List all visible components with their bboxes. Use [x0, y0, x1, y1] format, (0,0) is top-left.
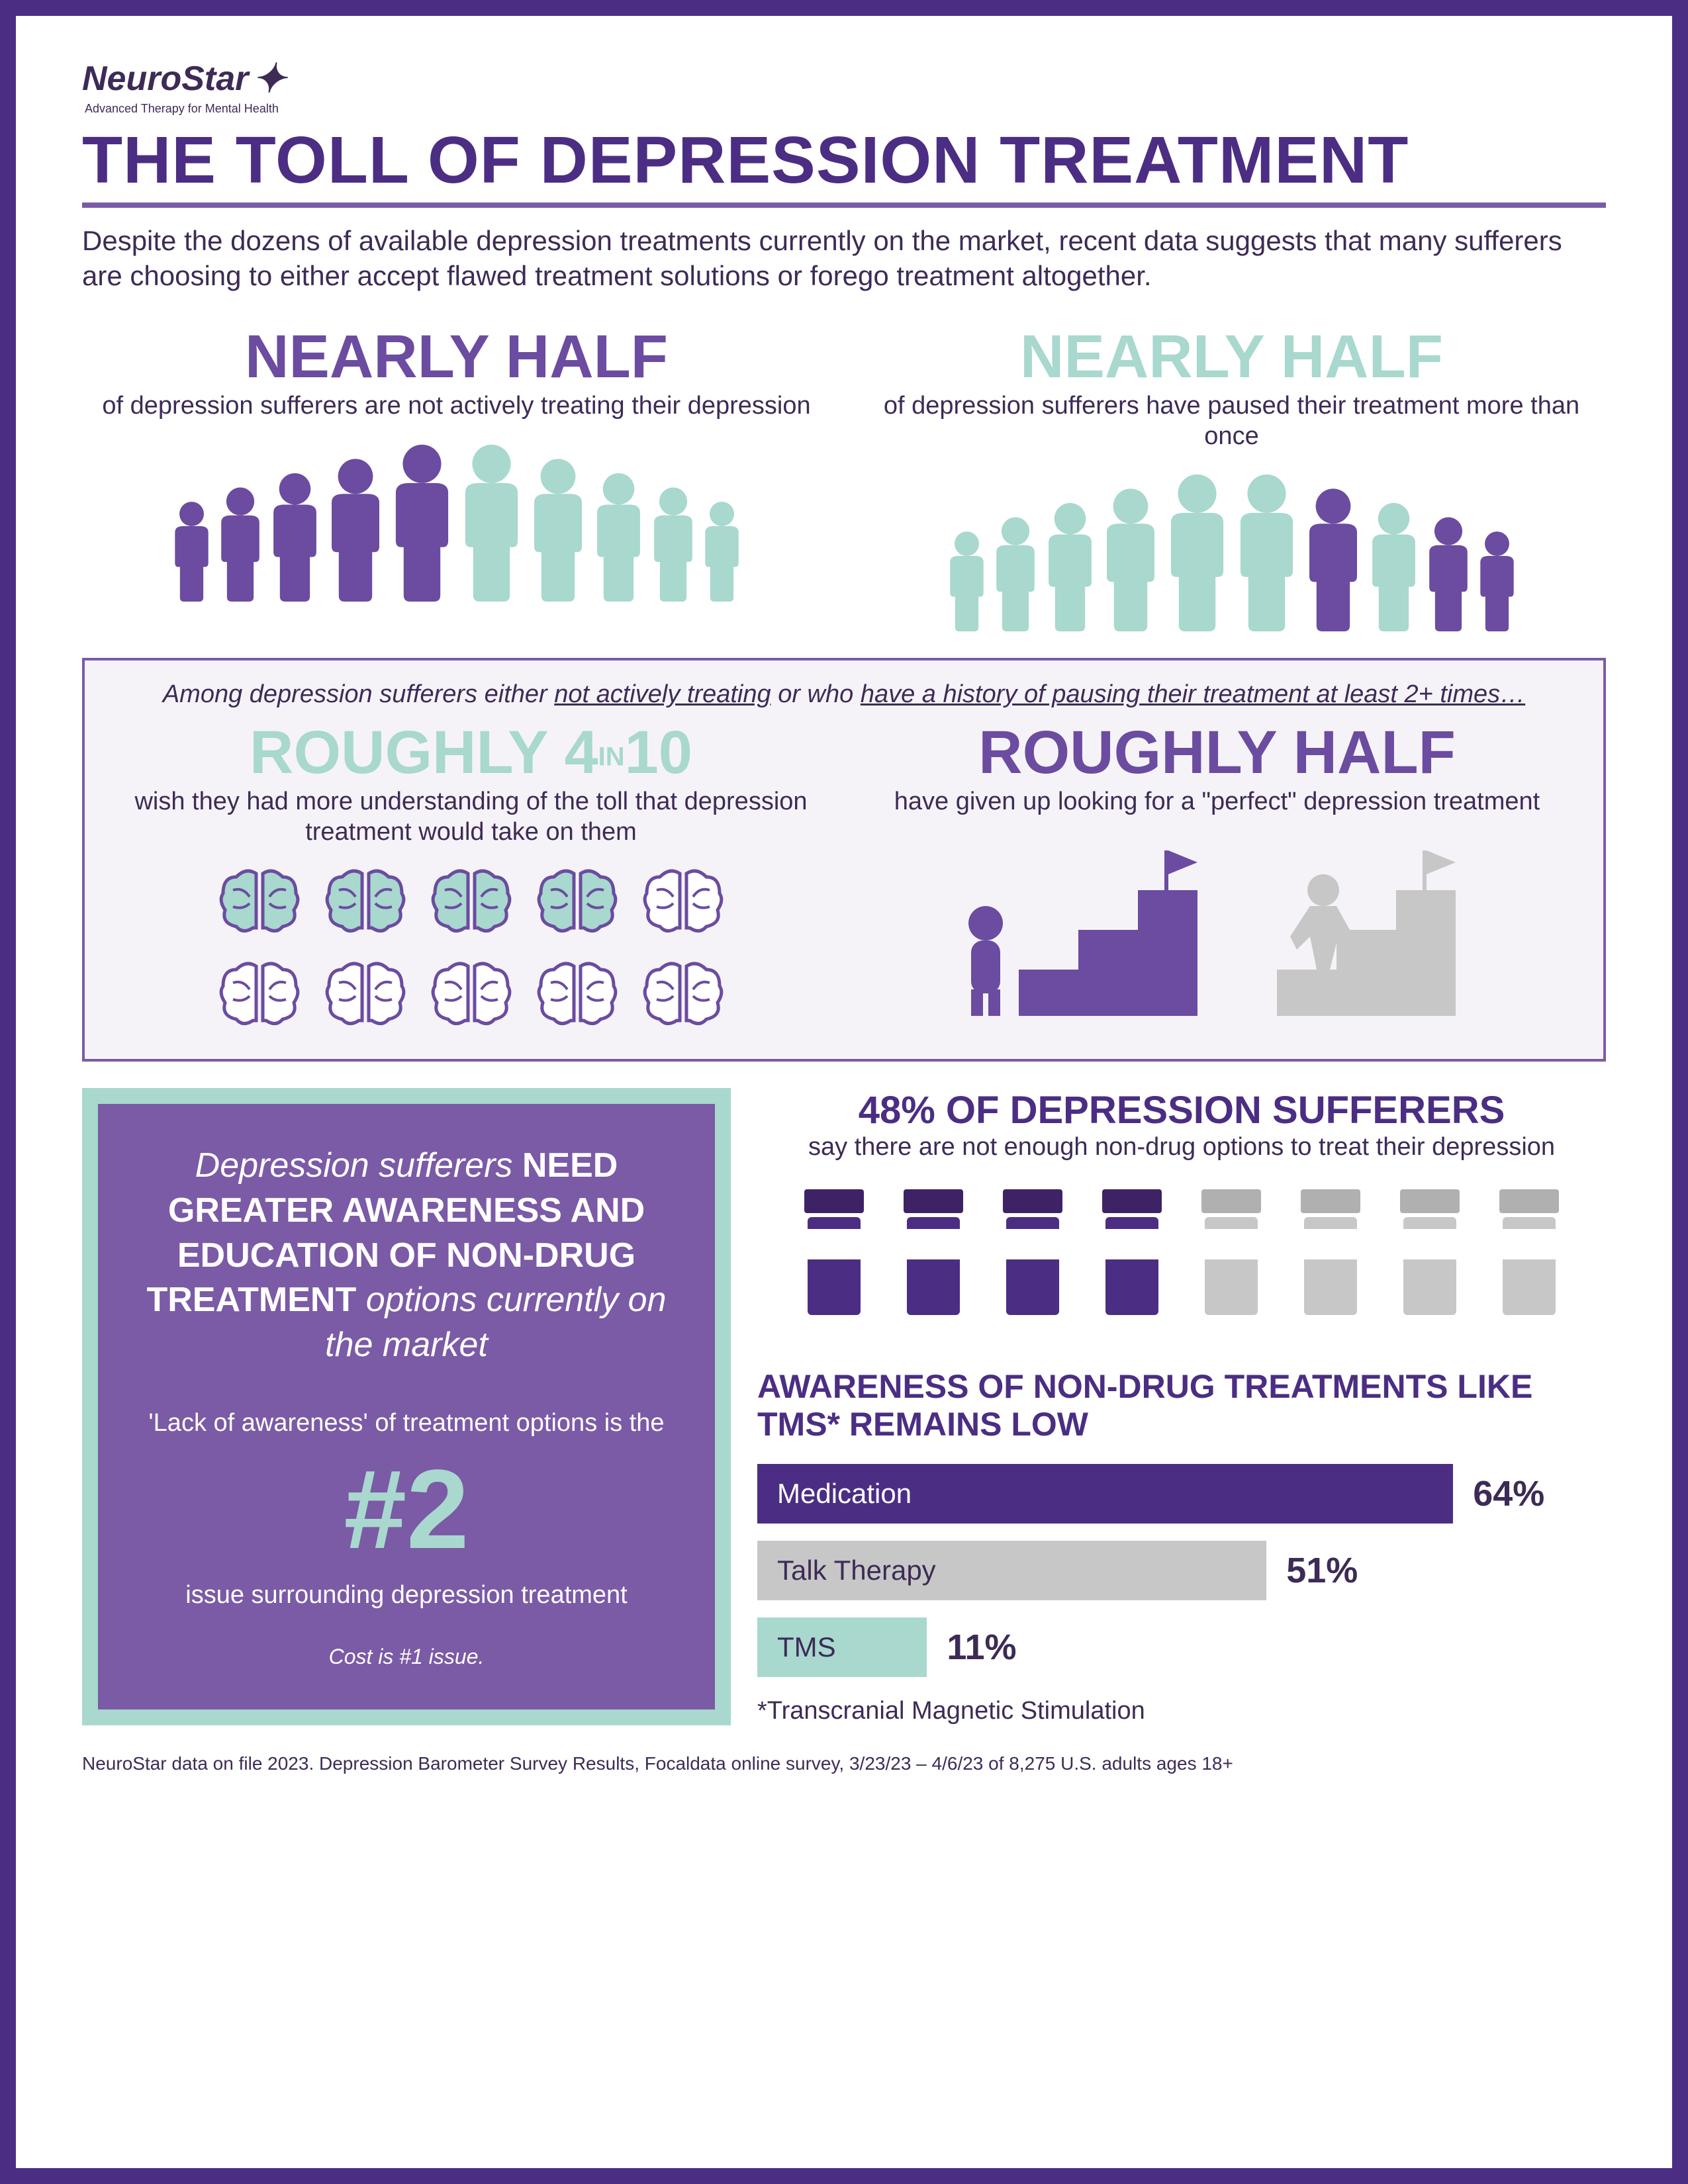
callout-box: Among depression sufferers either not ac… — [82, 658, 1606, 1062]
pill-bottle-icon — [1489, 1189, 1569, 1315]
person-icon — [326, 456, 385, 602]
bar: TMS — [757, 1617, 927, 1677]
brain-icons-row — [111, 953, 831, 1032]
bar-row: Talk Therapy 51% — [757, 1541, 1606, 1600]
pill-bottle-icon — [794, 1189, 874, 1315]
person-icon — [1234, 471, 1299, 631]
sub: wish they had more understanding of the … — [111, 787, 831, 847]
bar-chart-title: AWARENESS OF NON-DRUG TREATMENTS LIKE TM… — [757, 1368, 1606, 1444]
sub: of depression sufferers have paused thei… — [857, 391, 1606, 451]
stairs-icons — [857, 844, 1577, 1016]
awareness-line3: issue surrounding depression treatment — [131, 1579, 682, 1612]
top-stat-left: NEARLY HALF of depression sufferers are … — [82, 326, 831, 631]
logo-tagline: Advanced Therapy for Mental Health — [85, 102, 1606, 116]
bar-row: Medication 64% — [757, 1464, 1606, 1524]
brain-icon — [531, 860, 624, 940]
bar-row: TMS 11% — [757, 1617, 1606, 1677]
pill-bottle-icon — [1390, 1189, 1470, 1315]
right-column: 48% OF DEPRESSION SUFFERERS say there ar… — [757, 1088, 1606, 1725]
logo: NeuroStar ✦ Advanced Therapy for Mental … — [82, 56, 1606, 116]
bar-pct: 51% — [1286, 1550, 1358, 1591]
pill-bottle-icon — [894, 1189, 973, 1315]
brain-icon — [319, 860, 412, 940]
bar-pct: 64% — [1473, 1473, 1544, 1514]
person-icon — [528, 456, 588, 602]
logo-name: NeuroStar ✦ — [82, 56, 1606, 102]
brain-icon — [425, 953, 518, 1032]
person-icon — [1425, 515, 1472, 631]
page-title: THE TOLL OF DEPRESSION TREATMENT — [82, 122, 1606, 208]
brain-icon — [531, 953, 624, 1032]
logo-text: NeuroStar — [82, 59, 248, 99]
headline: NEARLY HALF — [857, 326, 1606, 387]
brain-icon — [213, 953, 306, 1032]
person-icon — [992, 515, 1039, 631]
stairs-climb-icon — [1237, 844, 1502, 1016]
brain-icon — [637, 860, 729, 940]
person-icon — [1367, 500, 1421, 631]
awareness-line1: Depression sufferers NEED GREATER AWAREN… — [131, 1144, 682, 1367]
person-icon — [701, 500, 743, 602]
brain-icon — [319, 953, 412, 1032]
footnote: NeuroStar data on file 2023. Depression … — [82, 1752, 1606, 1776]
brain-icon — [425, 860, 518, 940]
awareness-num: #2 — [131, 1453, 682, 1566]
stairs-giveup-icon — [933, 844, 1197, 1016]
awareness-inner: Depression sufferers NEED GREATER AWAREN… — [98, 1104, 715, 1709]
top-stat-right: NEARLY HALF of depression sufferers have… — [857, 326, 1606, 631]
people-icons — [857, 471, 1606, 631]
pill-bottle-icon — [1192, 1189, 1271, 1315]
callout-heading: Among depression sufferers either not ac… — [111, 680, 1577, 709]
tms-note: *Transcranial Magnetic Stimulation — [757, 1697, 1606, 1725]
stat48-headline: 48% OF DEPRESSION SUFFERERS — [757, 1088, 1606, 1132]
person-icon — [1303, 486, 1363, 631]
person-icon — [216, 485, 264, 602]
brain-icons-row — [111, 860, 831, 940]
person-icon — [649, 485, 697, 602]
person-icon — [171, 500, 212, 602]
person-icon — [1164, 471, 1230, 631]
bar: Medication — [757, 1464, 1453, 1524]
brain-icon — [213, 860, 306, 940]
bar-chart: Medication 64% Talk Therapy 51% TMS 11% — [757, 1464, 1606, 1677]
star-icon: ✦ — [252, 56, 285, 102]
person-icon — [459, 441, 524, 602]
headline: NEARLY HALF — [82, 326, 831, 387]
sub: have given up looking for a "perfect" de… — [857, 787, 1577, 817]
awareness-line2: 'Lack of awareness' of treatment options… — [131, 1407, 682, 1439]
sub: of depression sufferers are not actively… — [82, 391, 831, 422]
callout-right: ROUGHLY HALF have given up looking for a… — [857, 722, 1577, 1032]
headline: ROUGHLY 4IN10 — [111, 722, 831, 783]
bottle-icons — [757, 1189, 1606, 1315]
person-icon — [1101, 486, 1160, 631]
pill-bottle-icon — [993, 1189, 1072, 1315]
pill-bottle-icon — [1291, 1189, 1370, 1315]
awareness-box: Depression sufferers NEED GREATER AWAREN… — [82, 1088, 731, 1725]
person-icon — [389, 441, 455, 602]
intro-text: Despite the dozens of available depressi… — [82, 224, 1606, 293]
callout-left: ROUGHLY 4IN10 wish they had more underst… — [111, 722, 831, 1032]
person-icon — [268, 471, 322, 602]
bar: Talk Therapy — [757, 1541, 1266, 1600]
person-icon — [1043, 500, 1097, 631]
awareness-footer: Cost is #1 issue. — [131, 1645, 682, 1669]
stat48-sub: say there are not enough non-drug option… — [757, 1132, 1606, 1163]
people-icons — [82, 441, 831, 602]
bar-pct: 11% — [947, 1627, 1016, 1668]
pill-bottle-icon — [1092, 1189, 1172, 1315]
bottom-row: Depression sufferers NEED GREATER AWAREN… — [82, 1088, 1606, 1725]
headline: ROUGHLY HALF — [857, 722, 1577, 783]
person-icon — [946, 529, 988, 631]
top-stats: NEARLY HALF of depression sufferers are … — [82, 326, 1606, 631]
person-icon — [1476, 529, 1518, 631]
person-icon — [592, 471, 645, 602]
brain-icon — [637, 953, 729, 1032]
